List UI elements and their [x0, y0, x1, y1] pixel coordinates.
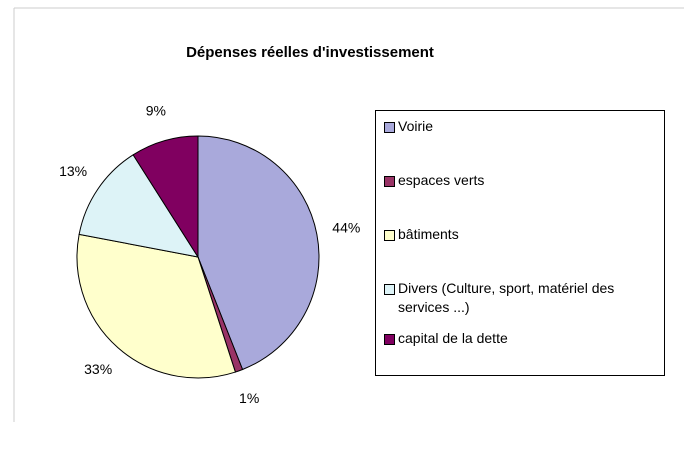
legend-label: Voirie [398, 118, 434, 134]
pie-slice [78, 154, 200, 258]
data-label: 1% [239, 390, 259, 406]
legend-label: espaces verts [398, 172, 485, 188]
legend-item: Voirie [384, 117, 658, 171]
legend-item: capital de la dette [384, 329, 658, 383]
legend-label: Divers (Culture, sport, matériel des ser… [398, 280, 615, 315]
legend-swatch [384, 122, 395, 133]
legend-item: bâtiments [384, 225, 658, 279]
legend-swatch [384, 176, 395, 187]
pie-slice [132, 135, 199, 259]
legend-item: Divers (Culture, sport, matériel des ser… [384, 279, 658, 329]
legend: Voirie espaces verts bâtiments Divers (Cult… [375, 110, 665, 376]
data-label: 9% [146, 103, 166, 119]
chart-title: Dépenses réelles d'investissement [186, 44, 434, 61]
legend-label: capital de la dette [398, 330, 508, 346]
data-label: 33% [84, 361, 112, 377]
legend-swatch [384, 284, 395, 295]
pie-slice [197, 135, 320, 371]
legend-swatch [384, 334, 395, 345]
legend-swatch [384, 230, 395, 241]
data-label: 13% [59, 163, 87, 179]
legend-label: bâtiments [398, 226, 459, 242]
legend-item: espaces verts [384, 171, 658, 225]
pie-slice [76, 233, 237, 379]
data-label: 44% [332, 219, 360, 235]
